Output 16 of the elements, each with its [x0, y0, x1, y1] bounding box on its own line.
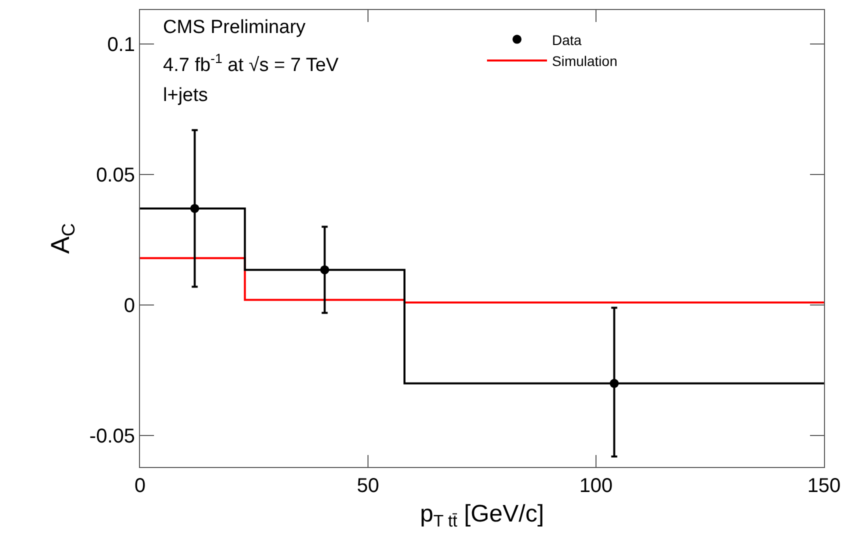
x-tick-label: 150 [807, 475, 841, 497]
legend-label: Data [552, 32, 582, 48]
x-axis-title: p$_{T tt̄}$ [GeV/c] [420, 500, 544, 530]
x-tick-label: 100 [579, 475, 613, 497]
y-tick-label: 0.1 [107, 34, 135, 56]
point [320, 265, 330, 274]
annotation: CMS Preliminary [163, 17, 306, 38]
y-tick-label: -0.05 [89, 426, 135, 448]
y-tick-label: 0.05 [96, 164, 135, 187]
x-tick-label: 50 [356, 475, 380, 497]
y-tick-label: 0 [124, 295, 135, 318]
annotation: 4.7 fb$^{-1}$ at √s = 7 TeV [163, 51, 339, 76]
annotation: l+jets [163, 85, 208, 106]
point [190, 204, 200, 213]
legend-label: Simulation [552, 52, 618, 69]
point [610, 378, 619, 388]
